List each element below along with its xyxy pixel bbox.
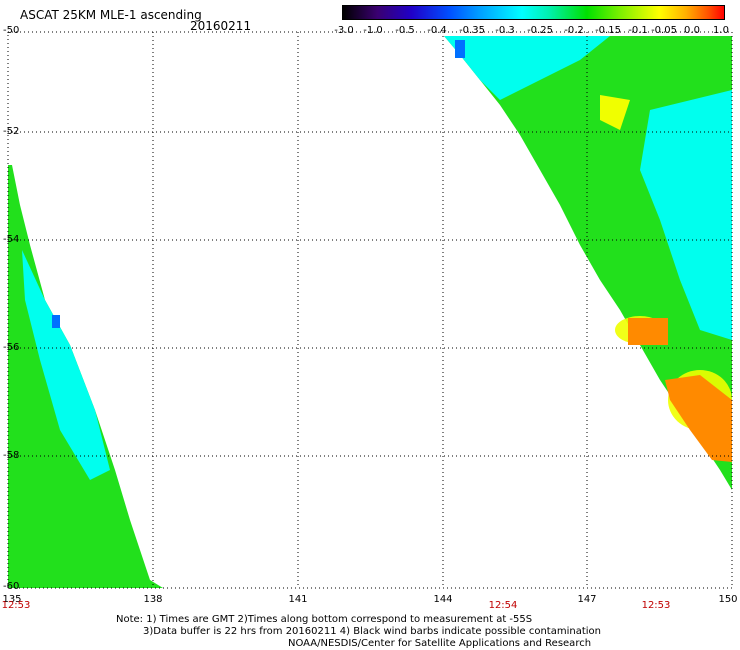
colorbar-tick-label: -0.05 xyxy=(651,25,677,36)
lon-label: 138 xyxy=(143,594,163,605)
lat-label: -58 xyxy=(3,450,20,461)
east-swath-orange-patch xyxy=(628,318,668,345)
east-swath-blue-patch xyxy=(455,40,465,58)
east-swath-cyan-region xyxy=(640,90,732,340)
footnote-line-3: NOAA/NESDIS/Center for Satellite Applica… xyxy=(288,638,592,649)
pass-time-label: 12:53 xyxy=(1,600,31,611)
lat-label: -60 xyxy=(3,581,20,592)
product-title: ASCAT 25KM MLE-1 ascending xyxy=(20,8,202,22)
colorbar-tick-label: -1.0 xyxy=(363,25,383,36)
west-swath xyxy=(8,165,163,588)
lat-label: -52 xyxy=(3,126,20,137)
pass-time-label: 12:54 xyxy=(488,600,518,611)
colorbar-tick-label: -0.15 xyxy=(595,25,621,36)
lon-label: 147 xyxy=(577,594,597,605)
lon-label: 150 xyxy=(718,594,738,605)
east-swath-cyan-region xyxy=(444,36,610,100)
graticule-lines xyxy=(8,32,732,588)
colorbar-tick-label: 1.0 xyxy=(713,25,729,36)
lat-label: -50 xyxy=(3,25,20,36)
lon-label: 141 xyxy=(288,594,308,605)
colorbar-tick-label: -0.5 xyxy=(395,25,415,36)
lon-label: 144 xyxy=(433,594,453,605)
colorbar-tick-label: 0.0 xyxy=(684,25,700,36)
colorbar-tick-label: -0.3 xyxy=(495,25,515,36)
scatterometer-swaths xyxy=(8,36,732,588)
pass-time-label: 12:53 xyxy=(641,600,671,611)
lat-label: -56 xyxy=(3,342,20,353)
east-swath-yellow-region xyxy=(600,95,630,130)
colorbar-tick-label: -0.35 xyxy=(459,25,485,36)
lat-label: -54 xyxy=(3,234,20,245)
west-swath-cyan-region xyxy=(22,250,110,480)
colorbar-tick-label: -0.4 xyxy=(427,25,447,36)
footnote-line-2: 3)Data buffer is 22 hrs from 20160211 4)… xyxy=(143,626,601,637)
footnote-line-1: Note: 1) Times are GMT 2)Times along bot… xyxy=(116,614,533,625)
colorbar-tick-label: -3.0 xyxy=(334,25,354,36)
lon-label: 135 xyxy=(2,594,22,605)
colorbar-tick-label: -0.1 xyxy=(628,25,648,36)
west-swath-blue-patch xyxy=(52,315,60,328)
east-swath-orange-patch xyxy=(665,375,732,462)
colorbar-tick-label: -0.25 xyxy=(527,25,553,36)
colorbar-tick-label: -0.2 xyxy=(564,25,584,36)
color-scale-bar xyxy=(342,5,725,20)
product-date: 20160211 xyxy=(190,19,252,33)
